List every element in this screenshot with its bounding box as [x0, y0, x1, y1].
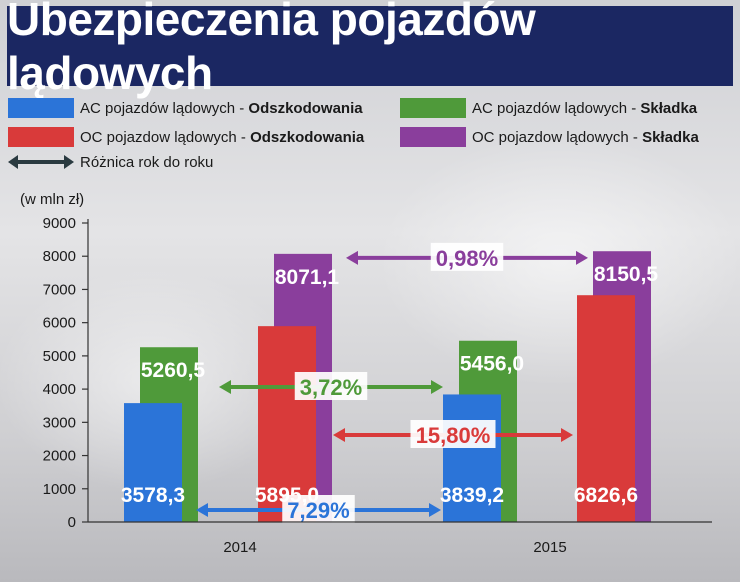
yoy-label-bg [294, 372, 368, 400]
yoy-arrow-head [576, 250, 588, 265]
y-tick-label: 0 [68, 514, 76, 531]
legend-item-oc-odszkodowania: OC pojazdow lądowych - Odszkodowania [8, 125, 364, 149]
legend-label: OC pojazdow lądowych - [472, 128, 643, 146]
y-tick-label: 2000 [43, 448, 76, 465]
legend-item-yoy: Różnica rok do roku [8, 150, 213, 174]
y-axis: 0 1000 2000 3000 4000 5000 6000 7000 8000 9000 [43, 215, 89, 531]
yoy-change-label: 15,80% [416, 423, 491, 448]
legend-swatch-blue [8, 98, 74, 118]
bar [258, 326, 316, 522]
yoy-arrow-head [431, 380, 443, 394]
yoy-change-label: 3,72% [300, 375, 362, 400]
yoy-arrow-head [429, 503, 441, 517]
data-label: 3578,3 [121, 484, 185, 507]
data-label: 3839,2 [440, 484, 504, 507]
x-tick-label: 2015 [533, 539, 566, 556]
yoy-label-bg [282, 495, 355, 523]
legend-swatch-purple [400, 127, 466, 147]
legend-label-bold: Składka [642, 128, 699, 146]
legend-label-bold: Odszkodowania [250, 128, 365, 146]
yoy-arrow-head [561, 428, 573, 442]
legend-swatch-green [400, 98, 466, 118]
legend-swatch-red [8, 127, 74, 147]
yoy-label-bg [430, 242, 504, 271]
yoy-arrow-head [196, 503, 208, 517]
yoy-arrows: 0,98% 3,72% 15,80% 7,29% [196, 242, 588, 523]
legend-label-bold: Składka [640, 99, 698, 117]
y-tick-label: 3000 [43, 414, 76, 431]
legend: AC pojazdów lądowych - Odszkodowania AC … [0, 0, 740, 175]
y-axis-label: (w mln zł) [20, 191, 84, 208]
y-tick-label: 7000 [43, 281, 76, 298]
yoy-label-bg [410, 420, 496, 448]
legend-label-yoy: Różnica rok do roku [80, 153, 214, 171]
y-tick-label: 1000 [43, 481, 76, 498]
data-label: 8071,1 [275, 266, 340, 289]
data-label: 8150,5 [594, 263, 659, 286]
data-label: 6826,6 [574, 484, 638, 507]
y-tick-label: 9000 [43, 215, 76, 232]
yoy-arrow-head [333, 428, 345, 442]
legend-label: AC pojazdów lądowych - [472, 99, 641, 117]
legend-label-bold: Odszkodowania [248, 99, 363, 117]
data-label: 5456,0 [460, 353, 524, 376]
y-tick-label: 8000 [43, 248, 76, 265]
yoy-arrow-head [219, 380, 231, 394]
bar [443, 394, 501, 522]
y-tick-label: 4000 [43, 381, 76, 398]
legend-label: OC pojazdow lądowych - [80, 128, 251, 146]
x-axis: 2014 2015 [88, 521, 712, 556]
yoy-change-label: 0,98% [436, 246, 498, 271]
title-banner: Ubezpieczenia pojazdów lądowych [7, 0, 733, 99]
y-tick-label: 5000 [43, 348, 76, 365]
legend-item-oc-skladka: OC pojazdow lądowych - Składka [400, 125, 699, 149]
data-label: 5260,5 [141, 359, 206, 382]
x-tick-label: 2014 [223, 539, 256, 556]
bar [577, 295, 635, 522]
legend-item-ac-odszkodowania: AC pojazdów lądowych - Odszkodowania [8, 96, 363, 120]
bar [124, 403, 182, 522]
chart-title: Ubezpieczenia pojazdów lądowych [7, 0, 536, 99]
yoy-change-label: 7,29% [287, 498, 349, 523]
double-arrow-icon [8, 155, 74, 169]
yoy-arrow-head [346, 250, 358, 265]
legend-label: AC pojazdów lądowych - [80, 99, 249, 117]
y-tick-label: 6000 [43, 315, 76, 332]
legend-item-ac-skladka: AC pojazdów lądowych - Składka [400, 96, 697, 120]
